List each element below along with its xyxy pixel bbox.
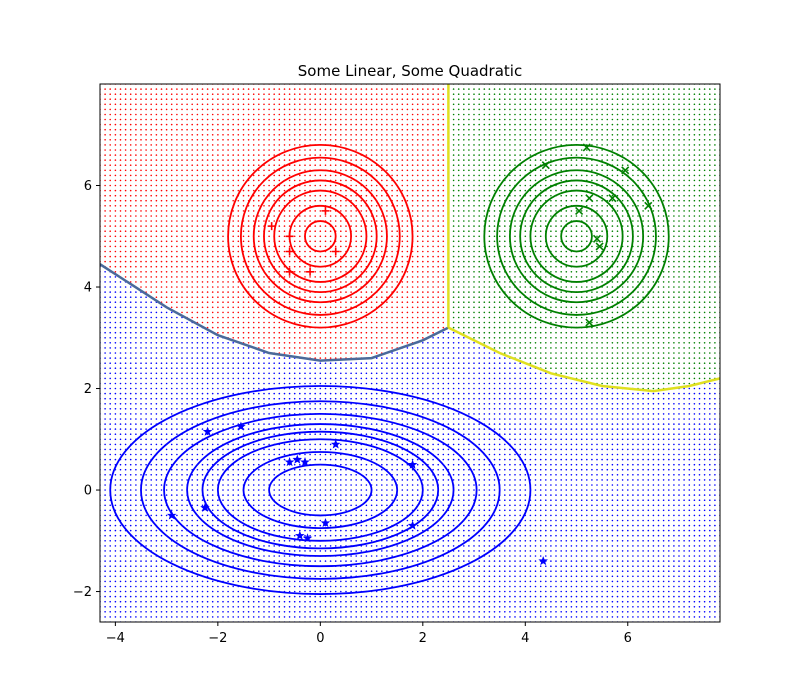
boundary-red-blue — [100, 263, 449, 362]
contour-green-0 — [560, 220, 593, 253]
contour-red-5 — [240, 156, 401, 316]
x-tick-label-3: 2 — [419, 631, 427, 646]
y-tick-label-3: 4 — [84, 281, 92, 296]
point-blue-3 — [284, 457, 295, 467]
point-red-2 — [285, 247, 294, 256]
y-tick-label-0: −2 — [73, 585, 92, 600]
contour-red-6 — [227, 144, 414, 329]
point-blue-8 — [200, 502, 210, 512]
contour-blue-4 — [186, 423, 455, 557]
plot-area — [99, 83, 721, 623]
y-tick-label-4: 6 — [84, 179, 92, 194]
point-green-5 — [644, 201, 653, 210]
region-blue — [100, 265, 720, 622]
point-blue-4 — [292, 454, 303, 464]
point-green-0 — [541, 161, 550, 170]
contour-layer — [109, 144, 670, 595]
y-axis: −2 0 2 4 6 — [73, 179, 100, 600]
point-blue-7 — [166, 510, 177, 520]
boundary-green-blue — [447, 326, 720, 393]
contour-red-3 — [263, 179, 378, 293]
point-green-3 — [585, 194, 594, 203]
x-tick-label-0: −4 — [106, 631, 125, 646]
x-tick-label-4: 4 — [521, 631, 529, 646]
series-green — [541, 143, 653, 327]
point-blue-12 — [407, 520, 418, 530]
point-blue-9 — [320, 517, 331, 528]
point-red-1 — [285, 232, 294, 241]
contour-green-3 — [519, 179, 634, 293]
contours-blue — [109, 385, 532, 595]
series-red — [267, 206, 340, 276]
point-blue-13 — [538, 556, 548, 566]
contour-green-4 — [509, 169, 645, 304]
x-tick-label-5: 6 — [624, 631, 632, 646]
decision-region-dots — [100, 84, 720, 622]
contour-blue-7 — [109, 385, 532, 595]
point-red-5 — [321, 206, 330, 215]
contour-blue-3 — [201, 430, 440, 550]
point-green-7 — [592, 234, 602, 243]
point-red-4 — [306, 267, 315, 276]
point-blue-2 — [330, 439, 341, 449]
point-green-4 — [608, 194, 617, 203]
point-green-8 — [595, 242, 604, 251]
contour-red-0 — [304, 220, 337, 253]
point-green-9 — [585, 318, 594, 327]
point-red-6 — [331, 247, 340, 256]
point-green-1 — [582, 143, 591, 152]
point-green-6 — [575, 206, 584, 215]
plot-frame — [99, 83, 721, 623]
point-blue-5 — [300, 457, 310, 467]
x-tick-label-2: 0 — [316, 631, 324, 646]
point-blue-0 — [202, 426, 213, 436]
boundary-layer — [100, 84, 720, 393]
contours-red — [227, 144, 414, 329]
sample-points — [166, 143, 653, 566]
point-blue-11 — [302, 533, 313, 543]
y-tick-label-2: 2 — [84, 382, 92, 397]
point-blue-1 — [236, 421, 246, 431]
plot-background — [100, 84, 720, 622]
contour-red-4 — [252, 169, 388, 304]
y-tick-label-1: 0 — [84, 484, 92, 499]
point-red-3 — [285, 267, 294, 276]
contour-green-5 — [496, 156, 657, 316]
contour-green-1 — [544, 204, 609, 268]
contour-blue-1 — [242, 451, 399, 530]
contour-green-2 — [529, 189, 624, 283]
point-red-0 — [267, 222, 276, 231]
point-blue-6 — [407, 459, 418, 469]
point-blue-10 — [294, 530, 305, 540]
contour-blue-6 — [140, 400, 501, 580]
contours-green — [483, 144, 670, 329]
contour-green-6 — [483, 144, 670, 329]
contour-blue-5 — [163, 413, 478, 568]
x-axis: −4 −2 0 2 4 6 — [106, 622, 632, 646]
x-tick-label-1: −2 — [208, 631, 227, 646]
point-green-2 — [621, 166, 630, 175]
contour-red-2 — [273, 189, 368, 283]
contour-blue-2 — [216, 438, 424, 542]
contour-blue-0 — [268, 463, 373, 517]
chart-title: Some Linear, Some Quadratic — [298, 62, 522, 80]
series-blue — [166, 421, 548, 566]
